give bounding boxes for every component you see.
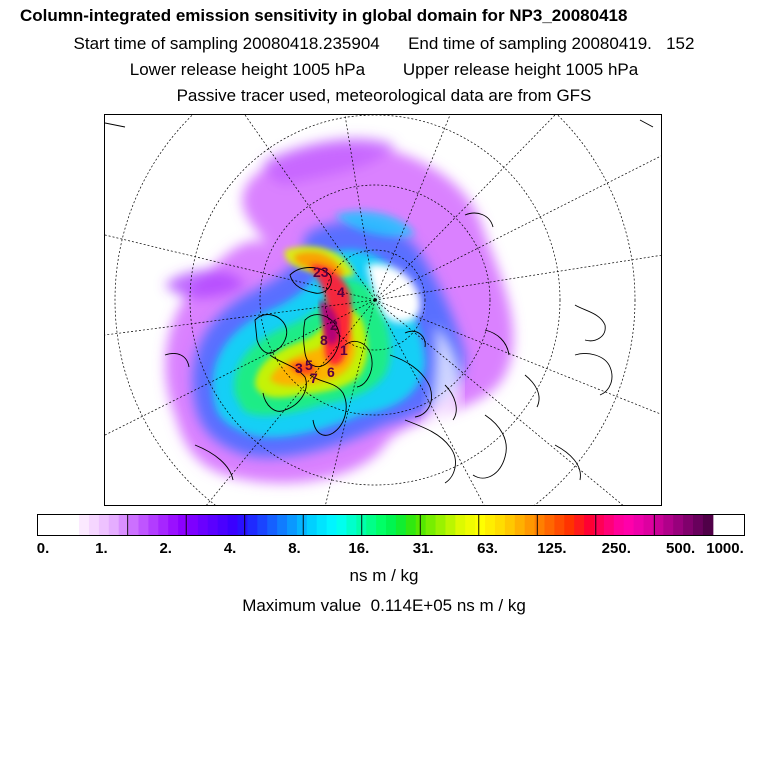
colorbar-cell — [465, 515, 476, 535]
colorbar-tick-label: 125. — [537, 540, 567, 557]
colorbar-cell — [574, 515, 585, 535]
release-marker-label: 5 — [305, 357, 313, 373]
colorbar-cell — [504, 515, 516, 535]
release-marker-label: 8 — [320, 332, 328, 348]
colorbar-tick-label: 31. — [412, 540, 434, 557]
graticule — [105, 115, 661, 505]
release-marker-label: 6 — [327, 364, 335, 380]
emission-sensitivity-map: 23 4 2 8 1 5 6 7 3 — [105, 115, 661, 505]
colorbar-cell — [693, 515, 704, 535]
release-marker-label: 3 — [295, 360, 303, 376]
colorbar-cell — [534, 515, 546, 535]
colorbar-tick-labels: 0. 1. 2. 4. 8. 16. 31. 63. 125. 250. 500. 1000. — [0, 540, 768, 560]
colorbar-cell — [197, 515, 209, 535]
colorbar-tick-label: 2. — [159, 540, 172, 557]
colorbar-cell — [237, 515, 248, 535]
colorbar-cell — [128, 515, 140, 535]
colorbar-cell — [108, 515, 120, 535]
colorbar-tick-label: 4. — [223, 540, 237, 557]
colorbar-cell — [445, 515, 456, 535]
colorbar-cell — [366, 515, 377, 535]
colorbar-cell — [633, 515, 645, 535]
colorbar-cell — [485, 515, 496, 535]
map-panel: 23 4 2 8 1 5 6 7 3 — [104, 114, 662, 506]
colorbar-cell — [217, 515, 229, 535]
colorbar-cell — [494, 515, 506, 535]
colorbar-cell — [148, 515, 159, 535]
colorbar-cell — [287, 515, 298, 535]
release-markers: 23 4 2 8 1 5 6 7 3 — [295, 264, 348, 386]
colorbar-cell — [623, 515, 635, 535]
colorbar-cell — [257, 515, 268, 535]
colorbar-cell — [277, 515, 288, 535]
colorbar-cell — [673, 515, 684, 535]
colorbar-cell — [138, 515, 149, 535]
colorbar-cell — [435, 515, 447, 535]
colorbar-cell — [296, 515, 308, 535]
colorbar-cell — [584, 515, 595, 535]
colorbar-cell — [188, 515, 199, 535]
colorbar-tick-label: 8. — [288, 540, 301, 557]
release-marker-label: 2 — [330, 317, 338, 333]
colorbar-cell — [702, 515, 714, 535]
release-height-info: Lower release height 1005 hPa Upper rele… — [129, 60, 639, 79]
colorbar-tick-label: 0. — [36, 540, 50, 557]
colorbar-cell — [158, 515, 169, 535]
colorbar-tick-label: 500. — [666, 540, 696, 557]
sampling-time-info: Start time of sampling 20080418.235904 E… — [73, 34, 695, 53]
colorbar-cell — [386, 515, 397, 535]
colorbar-cell — [88, 515, 100, 535]
colorbar-cell — [306, 515, 318, 535]
colorbar-cell — [593, 515, 605, 535]
maximum-value-text: Maximum value 0.114E+05 ns m / kg — [242, 596, 526, 615]
colorbar-cell — [346, 515, 357, 535]
colorbar-cell — [79, 515, 90, 535]
colorbar-cell — [613, 515, 625, 535]
colorbar-cell — [168, 515, 179, 535]
colorbar-cell — [653, 515, 664, 535]
colorbar-tick-label: 16. — [348, 540, 370, 557]
colorbar-cell — [603, 515, 615, 535]
colorbar-tick-label: 1000. — [706, 540, 744, 557]
colorbar-cell — [326, 515, 338, 535]
release-marker-label: 4 — [337, 284, 345, 300]
colorbar-cell — [415, 515, 427, 535]
tracer-info: Passive tracer used, meteorological data… — [176, 86, 592, 105]
colorbar-tick-label: 63. — [477, 540, 498, 557]
colorbar-tick-label: 1. — [95, 540, 108, 557]
colorbar-cell — [336, 515, 347, 535]
sensitivity-field — [165, 137, 514, 484]
release-marker-label: 23 — [313, 264, 329, 280]
colorbar-cell — [455, 515, 466, 535]
colorbar-cell — [425, 515, 437, 535]
colorbar-cell — [544, 515, 555, 535]
colorbar-cell — [227, 515, 239, 535]
colorbar-cell — [98, 515, 110, 535]
colorbar-cell — [564, 515, 575, 535]
colorbar-cell — [663, 515, 674, 535]
colorbar-cell — [514, 515, 526, 535]
colorbar-cell — [524, 515, 536, 535]
colorbar-cell — [554, 515, 565, 535]
colorbar-cell — [207, 515, 219, 535]
colorbar-cell — [643, 515, 654, 535]
plot-title: Column-integrated emission sensitivity i… — [20, 6, 628, 25]
colorbar — [37, 514, 745, 536]
colorbar-cell — [247, 515, 258, 535]
colorbar-cell — [475, 515, 486, 535]
release-marker-label: 1 — [340, 342, 348, 358]
colorbar-cell — [683, 515, 694, 535]
colorbar-cell — [69, 515, 80, 535]
colorbar-cell — [178, 515, 189, 535]
colorbar-cell — [316, 515, 328, 535]
colorbar-tick-label: 250. — [601, 540, 631, 557]
coastlines — [105, 119, 654, 484]
release-marker-label: 7 — [310, 370, 318, 386]
colorbar-units: ns m / kg — [349, 566, 419, 585]
colorbar-cell — [395, 515, 407, 535]
colorbar-cell — [376, 515, 387, 535]
colorbar-cell — [118, 515, 130, 535]
colorbar-cell — [405, 515, 417, 535]
colorbar-cell — [267, 515, 278, 535]
